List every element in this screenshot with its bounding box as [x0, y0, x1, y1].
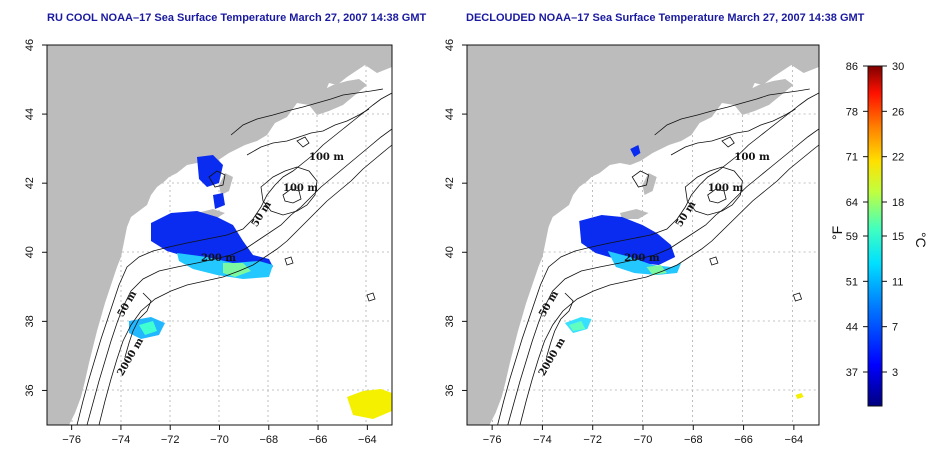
- celsius-unit-label: °C: [913, 232, 929, 248]
- right-y-tick-label: 46: [444, 39, 456, 51]
- left-y-tick-label: 36: [24, 384, 36, 396]
- svg-text:200 m: 200 m: [201, 253, 236, 264]
- left-map: 100 m 100 m 50 m 200 m 50 m 2000 m: [47, 45, 392, 425]
- celsius-tick-label: 30: [892, 61, 904, 73]
- celsius-tick-label: 3: [892, 367, 898, 379]
- colorbar-ticks: 30 86 26 78 22 71 18 64 15 59 11 51 7 44 3 37: [846, 61, 905, 379]
- fahrenheit-tick-label: 86: [846, 61, 858, 73]
- left-x-tick-label: −76: [62, 434, 81, 446]
- colorbar: 30 86 26 78 22 71 18 64 15 59 11 51 7 44 3 37 °F °C: [829, 61, 929, 407]
- left-x-tick-label: −70: [210, 434, 229, 446]
- left-x-tick-label: −74: [112, 434, 131, 446]
- celsius-tick-label: 18: [892, 197, 904, 209]
- svg-text:200 m: 200 m: [624, 253, 660, 264]
- right-x-tick-label: −74: [533, 434, 552, 446]
- svg-text:100 m: 100 m: [708, 183, 744, 194]
- celsius-tick-label: 15: [892, 231, 904, 243]
- left-x-tick-label: −68: [259, 434, 278, 446]
- right-x-tick-label: −66: [734, 434, 753, 446]
- fahrenheit-tick-label: 44: [846, 322, 858, 334]
- fahrenheit-unit-label: °F: [829, 226, 845, 240]
- colorbar-gradient: [867, 65, 883, 407]
- left-x-tick-label: −66: [309, 434, 328, 446]
- right-y-tick-label: 42: [444, 177, 456, 189]
- celsius-tick-label: 22: [892, 152, 904, 164]
- left-y-tick-label: 38: [24, 315, 36, 327]
- right-y-tick-label: 40: [444, 246, 456, 258]
- right-x-tick-label: −70: [634, 434, 653, 446]
- fahrenheit-tick-label: 37: [846, 367, 858, 379]
- right-y-tick-label: 44: [444, 108, 456, 120]
- left-x-tick-label: −64: [358, 434, 377, 446]
- left-y-tick-label: 40: [24, 246, 36, 258]
- left-y-tick-label: 44: [24, 108, 36, 120]
- left-y-tick-label: 42: [24, 177, 36, 189]
- fahrenheit-tick-label: 51: [846, 276, 858, 288]
- svg-text:100 m: 100 m: [309, 152, 344, 163]
- left-axes: −76 −74 −72 −70 −68 −66 −64 36 38 40 42 44 46: [24, 39, 377, 446]
- fahrenheit-tick-label: 64: [846, 197, 858, 209]
- left-sst-overlay: [129, 155, 392, 419]
- right-y-tick-label: 38: [444, 315, 456, 327]
- right-panel-title: DECLOUDED NOAA–17 Sea Surface Temperatur…: [466, 12, 865, 24]
- right-x-tick-label: −72: [583, 434, 602, 446]
- svg-text:100 m: 100 m: [734, 152, 770, 163]
- right-x-tick-label: −68: [684, 434, 703, 446]
- left-panel-title: RU COOL NOAA–17 Sea Surface Temperature …: [47, 12, 427, 24]
- left-x-tick-label: −72: [161, 434, 180, 446]
- right-x-tick-label: −76: [483, 434, 502, 446]
- celsius-tick-label: 11: [892, 276, 903, 288]
- fahrenheit-tick-label: 71: [846, 152, 858, 164]
- left-y-tick-label: 46: [24, 39, 36, 51]
- right-map: 100 m 100 m 50 m 200 m 50 m 2000 m: [467, 45, 819, 425]
- celsius-tick-label: 26: [892, 106, 904, 118]
- fahrenheit-tick-label: 59: [846, 231, 858, 243]
- right-y-tick-label: 36: [444, 384, 456, 396]
- right-axes: −76 −74 −72 −70 −68 −66 −64 36 38 40 42 44 46: [444, 39, 803, 446]
- svg-text:100 m: 100 m: [283, 183, 318, 194]
- right-x-tick-label: −64: [785, 434, 804, 446]
- fahrenheit-tick-label: 78: [846, 106, 858, 118]
- celsius-tick-label: 7: [892, 322, 898, 334]
